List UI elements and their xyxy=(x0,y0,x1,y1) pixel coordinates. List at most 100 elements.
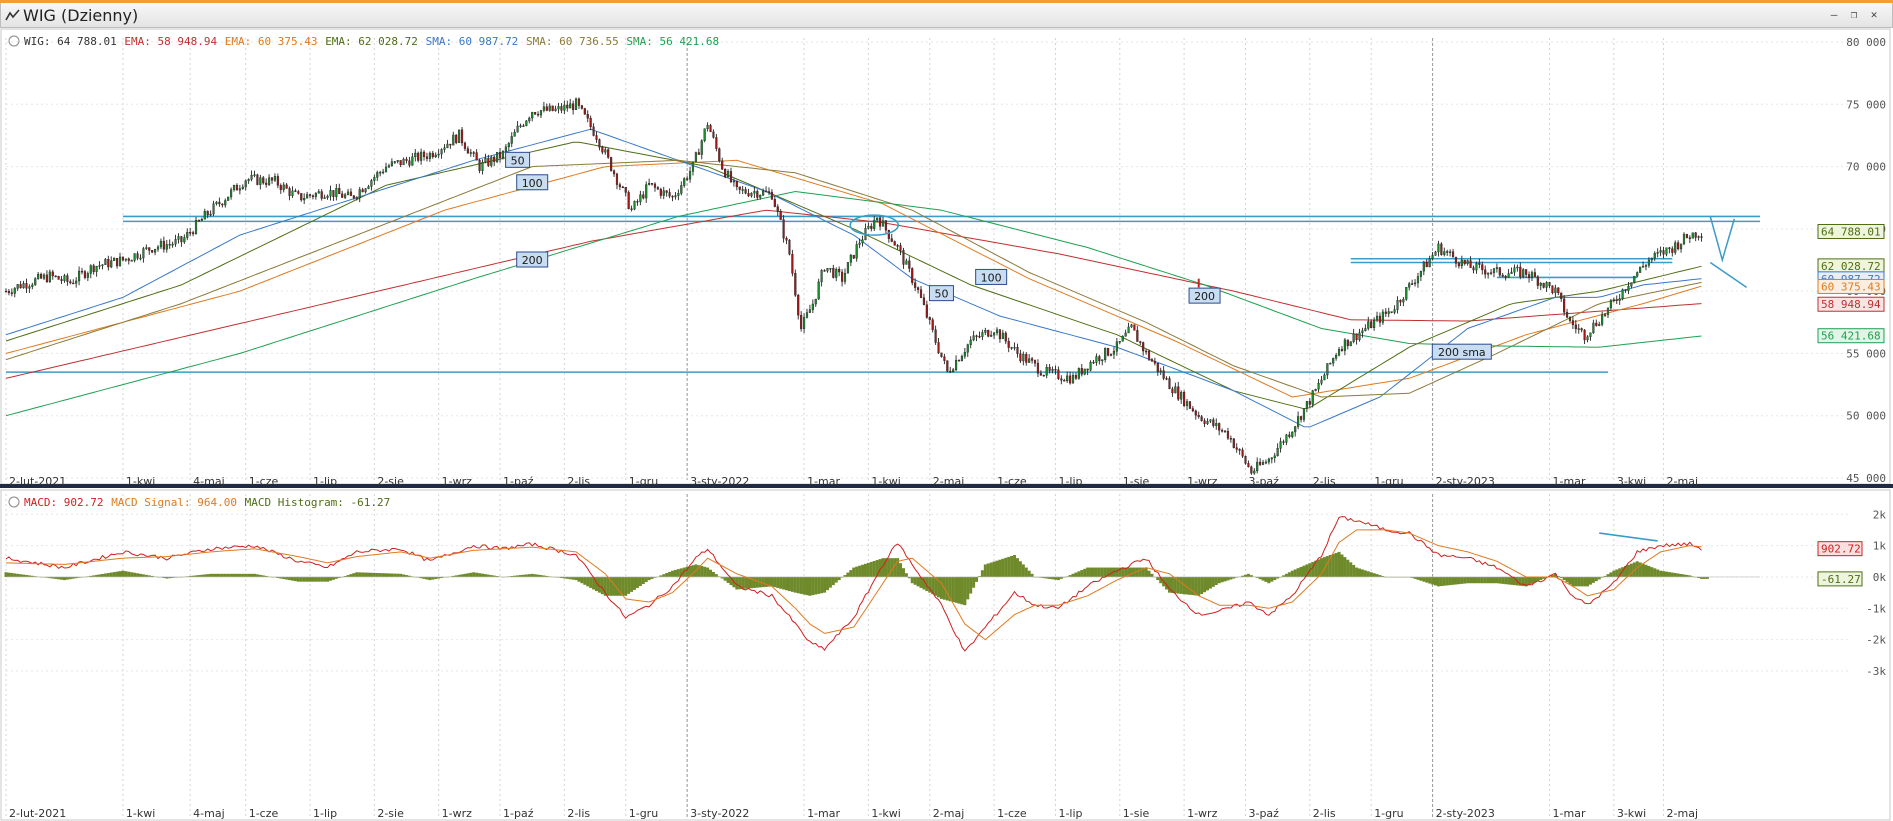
price-tag xyxy=(1817,223,1885,239)
candle xyxy=(69,281,72,284)
histogram-bar xyxy=(966,576,970,600)
candle xyxy=(224,200,227,206)
candle xyxy=(148,247,151,251)
projection-wedge xyxy=(1709,216,1736,263)
histogram-bar xyxy=(1597,576,1601,580)
histogram-bar xyxy=(223,573,227,577)
histogram-bar xyxy=(478,573,482,577)
histogram-bar xyxy=(688,565,692,577)
candle xyxy=(659,188,662,196)
histogram-bar xyxy=(1624,565,1628,577)
minimize-button[interactable]: — xyxy=(1830,8,1838,21)
histogram-bar xyxy=(1325,556,1329,577)
candle xyxy=(990,334,993,337)
histogram-bar xyxy=(709,569,713,577)
candle xyxy=(490,156,493,166)
candle xyxy=(846,262,849,274)
histogram-bar xyxy=(1615,569,1619,577)
candle xyxy=(1694,232,1697,238)
candle xyxy=(75,280,78,284)
histogram-bar xyxy=(92,575,96,577)
histogram-bar xyxy=(489,575,493,577)
histogram-bar xyxy=(33,576,37,577)
candle xyxy=(1004,332,1007,342)
settings-icon xyxy=(8,35,20,47)
histogram-bar xyxy=(910,576,914,584)
close-button[interactable]: ✕ xyxy=(1870,8,1878,21)
candle xyxy=(1408,283,1411,288)
histogram-bar xyxy=(1606,574,1610,577)
price-tag-label: 56 421.68 xyxy=(1821,330,1881,343)
candle xyxy=(113,257,116,261)
candle xyxy=(510,136,513,144)
x-tick-label: 1-wrz xyxy=(442,475,472,488)
candle xyxy=(1305,401,1308,409)
histogram-bar xyxy=(659,575,663,577)
histogram-bar xyxy=(1483,576,1487,584)
candle xyxy=(355,197,358,199)
candle xyxy=(197,220,201,222)
histogram-bar xyxy=(823,576,827,593)
candle xyxy=(1384,311,1387,314)
candle xyxy=(729,171,733,182)
histogram-bar xyxy=(203,574,207,577)
histogram-bar xyxy=(975,576,979,582)
y-tick-label: 70 000 xyxy=(1846,161,1886,174)
candle xyxy=(773,199,776,207)
histogram-bar xyxy=(1375,574,1379,577)
candle xyxy=(969,339,972,345)
histogram-bar xyxy=(1656,569,1660,577)
histogram-bar xyxy=(1568,576,1572,585)
candle xyxy=(1180,392,1183,400)
candle xyxy=(709,125,712,133)
histogram-bar xyxy=(606,576,610,596)
legend-item: MACD: 902.72 xyxy=(24,496,103,509)
histogram-bar xyxy=(174,576,178,578)
candle xyxy=(1223,430,1227,432)
candle xyxy=(884,220,888,231)
candle xyxy=(338,188,341,195)
candle xyxy=(1434,251,1437,256)
candle xyxy=(1387,311,1390,314)
x-tick-label: 2-lut-2021 xyxy=(9,475,66,488)
candle xyxy=(1545,282,1548,288)
candle xyxy=(156,246,160,250)
histogram-bar xyxy=(425,576,429,580)
histogram-bar xyxy=(627,576,631,594)
candle xyxy=(814,298,817,305)
histogram-bar xyxy=(71,576,75,579)
candle xyxy=(1595,322,1598,326)
histogram-bar xyxy=(820,576,824,594)
candle xyxy=(1399,300,1402,303)
candle xyxy=(1630,282,1633,287)
restore-button[interactable]: ❐ xyxy=(1850,8,1858,21)
candle xyxy=(919,289,923,298)
histogram-bar xyxy=(1588,576,1592,585)
candle xyxy=(1367,321,1370,329)
histogram-bar xyxy=(1524,576,1528,587)
candle xyxy=(1647,259,1650,266)
histogram-bar xyxy=(1457,576,1461,585)
histogram-bar xyxy=(539,575,543,577)
histogram-bar xyxy=(118,571,122,577)
histogram-bar xyxy=(451,575,455,577)
candle xyxy=(955,359,958,370)
legend-item: EMA: 58 948.94 xyxy=(124,35,217,48)
legend-item: MACD Histogram: -61.27 xyxy=(245,496,391,509)
histogram-bar xyxy=(960,576,964,605)
candle xyxy=(98,265,101,267)
histogram-bar xyxy=(1644,564,1648,577)
histogram-bar xyxy=(633,576,637,590)
moving-average-line xyxy=(5,141,1702,410)
candle xyxy=(1007,341,1010,348)
candle xyxy=(937,342,940,354)
histogram-bar xyxy=(863,563,867,577)
candle xyxy=(712,131,715,138)
histogram-bar xyxy=(773,576,777,588)
candle xyxy=(858,242,861,245)
histogram-bar xyxy=(1422,576,1426,582)
macd-panel[interactable]: 2k 1k 0k -1k -2k -3k 2-lut-2021 1-kwi 4-maj 1-cze… xyxy=(0,489,1891,821)
candle xyxy=(89,265,92,274)
